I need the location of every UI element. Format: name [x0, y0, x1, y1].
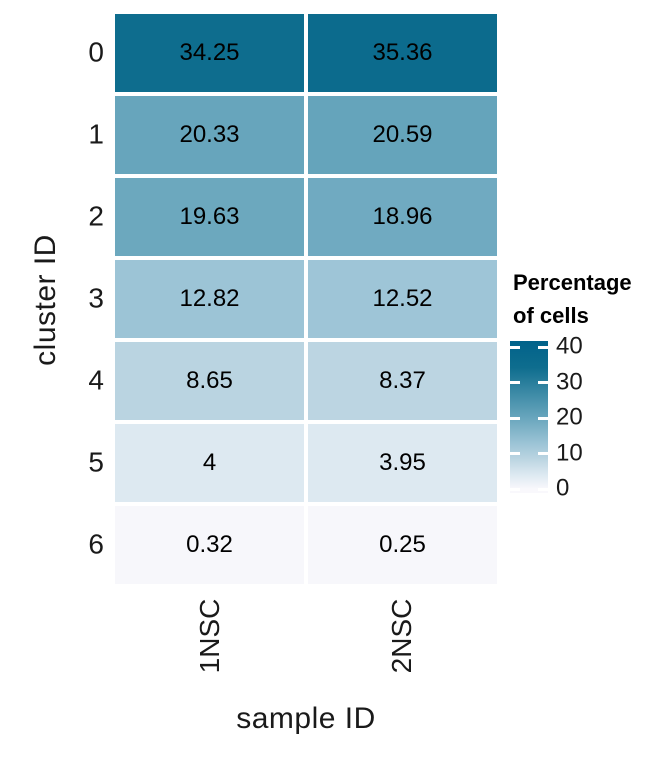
heatmap-cell: 20.59 — [308, 96, 497, 174]
cell-value-label: 3.95 — [379, 449, 426, 476]
heatmap-cell: 8.65 — [115, 342, 304, 420]
cell-value-label: 0.25 — [379, 531, 426, 558]
legend-tick-dash — [538, 381, 548, 385]
heatmap-cell: 8.37 — [308, 342, 497, 420]
y-axis-tick-label: 1 — [88, 118, 104, 150]
heatmap-cell: 18.96 — [308, 178, 497, 256]
heatmap-cell: 20.33 — [115, 96, 304, 174]
cell-value-label: 8.65 — [186, 367, 233, 394]
legend-tick-dash — [538, 452, 548, 456]
y-axis-tick-label: 0 — [88, 36, 104, 68]
heatmap-cell: 12.52 — [308, 260, 497, 338]
cell-value-label: 20.59 — [372, 121, 433, 148]
y-axis-tick-label: 3 — [88, 282, 104, 314]
heatmap-grid: 34.25 35.36 20.33 20.59 19.63 18.96 12.82 12.52… — [115, 14, 497, 584]
heatmap-cell: 19.63 — [115, 178, 304, 256]
legend-tick-dash — [510, 487, 520, 491]
y-axis-tick-label: 4 — [88, 364, 104, 396]
cell-value-label: 12.82 — [179, 285, 240, 312]
cell-value-label: 0.32 — [186, 531, 233, 558]
heatmap-cell: 0.25 — [308, 506, 497, 584]
legend-tick-dash — [510, 345, 520, 349]
legend-tick-label: 40 — [556, 332, 583, 360]
legend-title-line2: of cells — [513, 303, 589, 328]
cell-value-label: 34.25 — [179, 39, 240, 66]
heatmap-cell: 34.25 — [115, 14, 304, 92]
legend-tick-label: 0 — [556, 474, 570, 502]
legend-tick-label: 10 — [556, 439, 583, 467]
legend-tick-dash — [538, 345, 548, 349]
cell-value-label: 8.37 — [379, 367, 426, 394]
heatmap-cell: 35.36 — [308, 14, 497, 92]
legend-tick-dash — [538, 416, 548, 420]
heatmap-cell: 4 — [115, 424, 304, 502]
legend-title-line1: Percentage — [513, 270, 632, 295]
heatmap-cell: 3.95 — [308, 424, 497, 502]
cell-value-label: 35.36 — [372, 39, 433, 66]
legend-tick-label: 30 — [556, 368, 583, 396]
cell-value-label: 18.96 — [372, 203, 433, 230]
x-axis-title: sample ID — [236, 702, 376, 735]
legend-title: Percentage of cells — [513, 266, 632, 332]
y-axis-tick-label: 6 — [88, 528, 104, 560]
legend-tick-label: 20 — [556, 403, 583, 431]
legend-tick-dash — [538, 487, 548, 491]
x-axis-tick-label: 1NSC — [194, 598, 225, 674]
cell-value-label: 19.63 — [179, 203, 240, 230]
heatmap-cell: 12.82 — [115, 260, 304, 338]
x-axis-tick-label: 2NSC — [386, 598, 417, 674]
heatmap-cell: 0.32 — [115, 506, 304, 584]
cell-value-label: 12.52 — [372, 285, 433, 312]
legend-tick-dash — [510, 381, 520, 385]
legend-tick-dash — [510, 452, 520, 456]
legend-tick-dash — [510, 416, 520, 420]
y-axis-title: cluster ID — [29, 234, 62, 366]
cell-value-label: 20.33 — [179, 121, 240, 148]
y-axis-tick-label: 2 — [88, 200, 104, 232]
y-axis-tick-label: 5 — [88, 446, 104, 478]
cell-value-label: 4 — [202, 449, 217, 476]
